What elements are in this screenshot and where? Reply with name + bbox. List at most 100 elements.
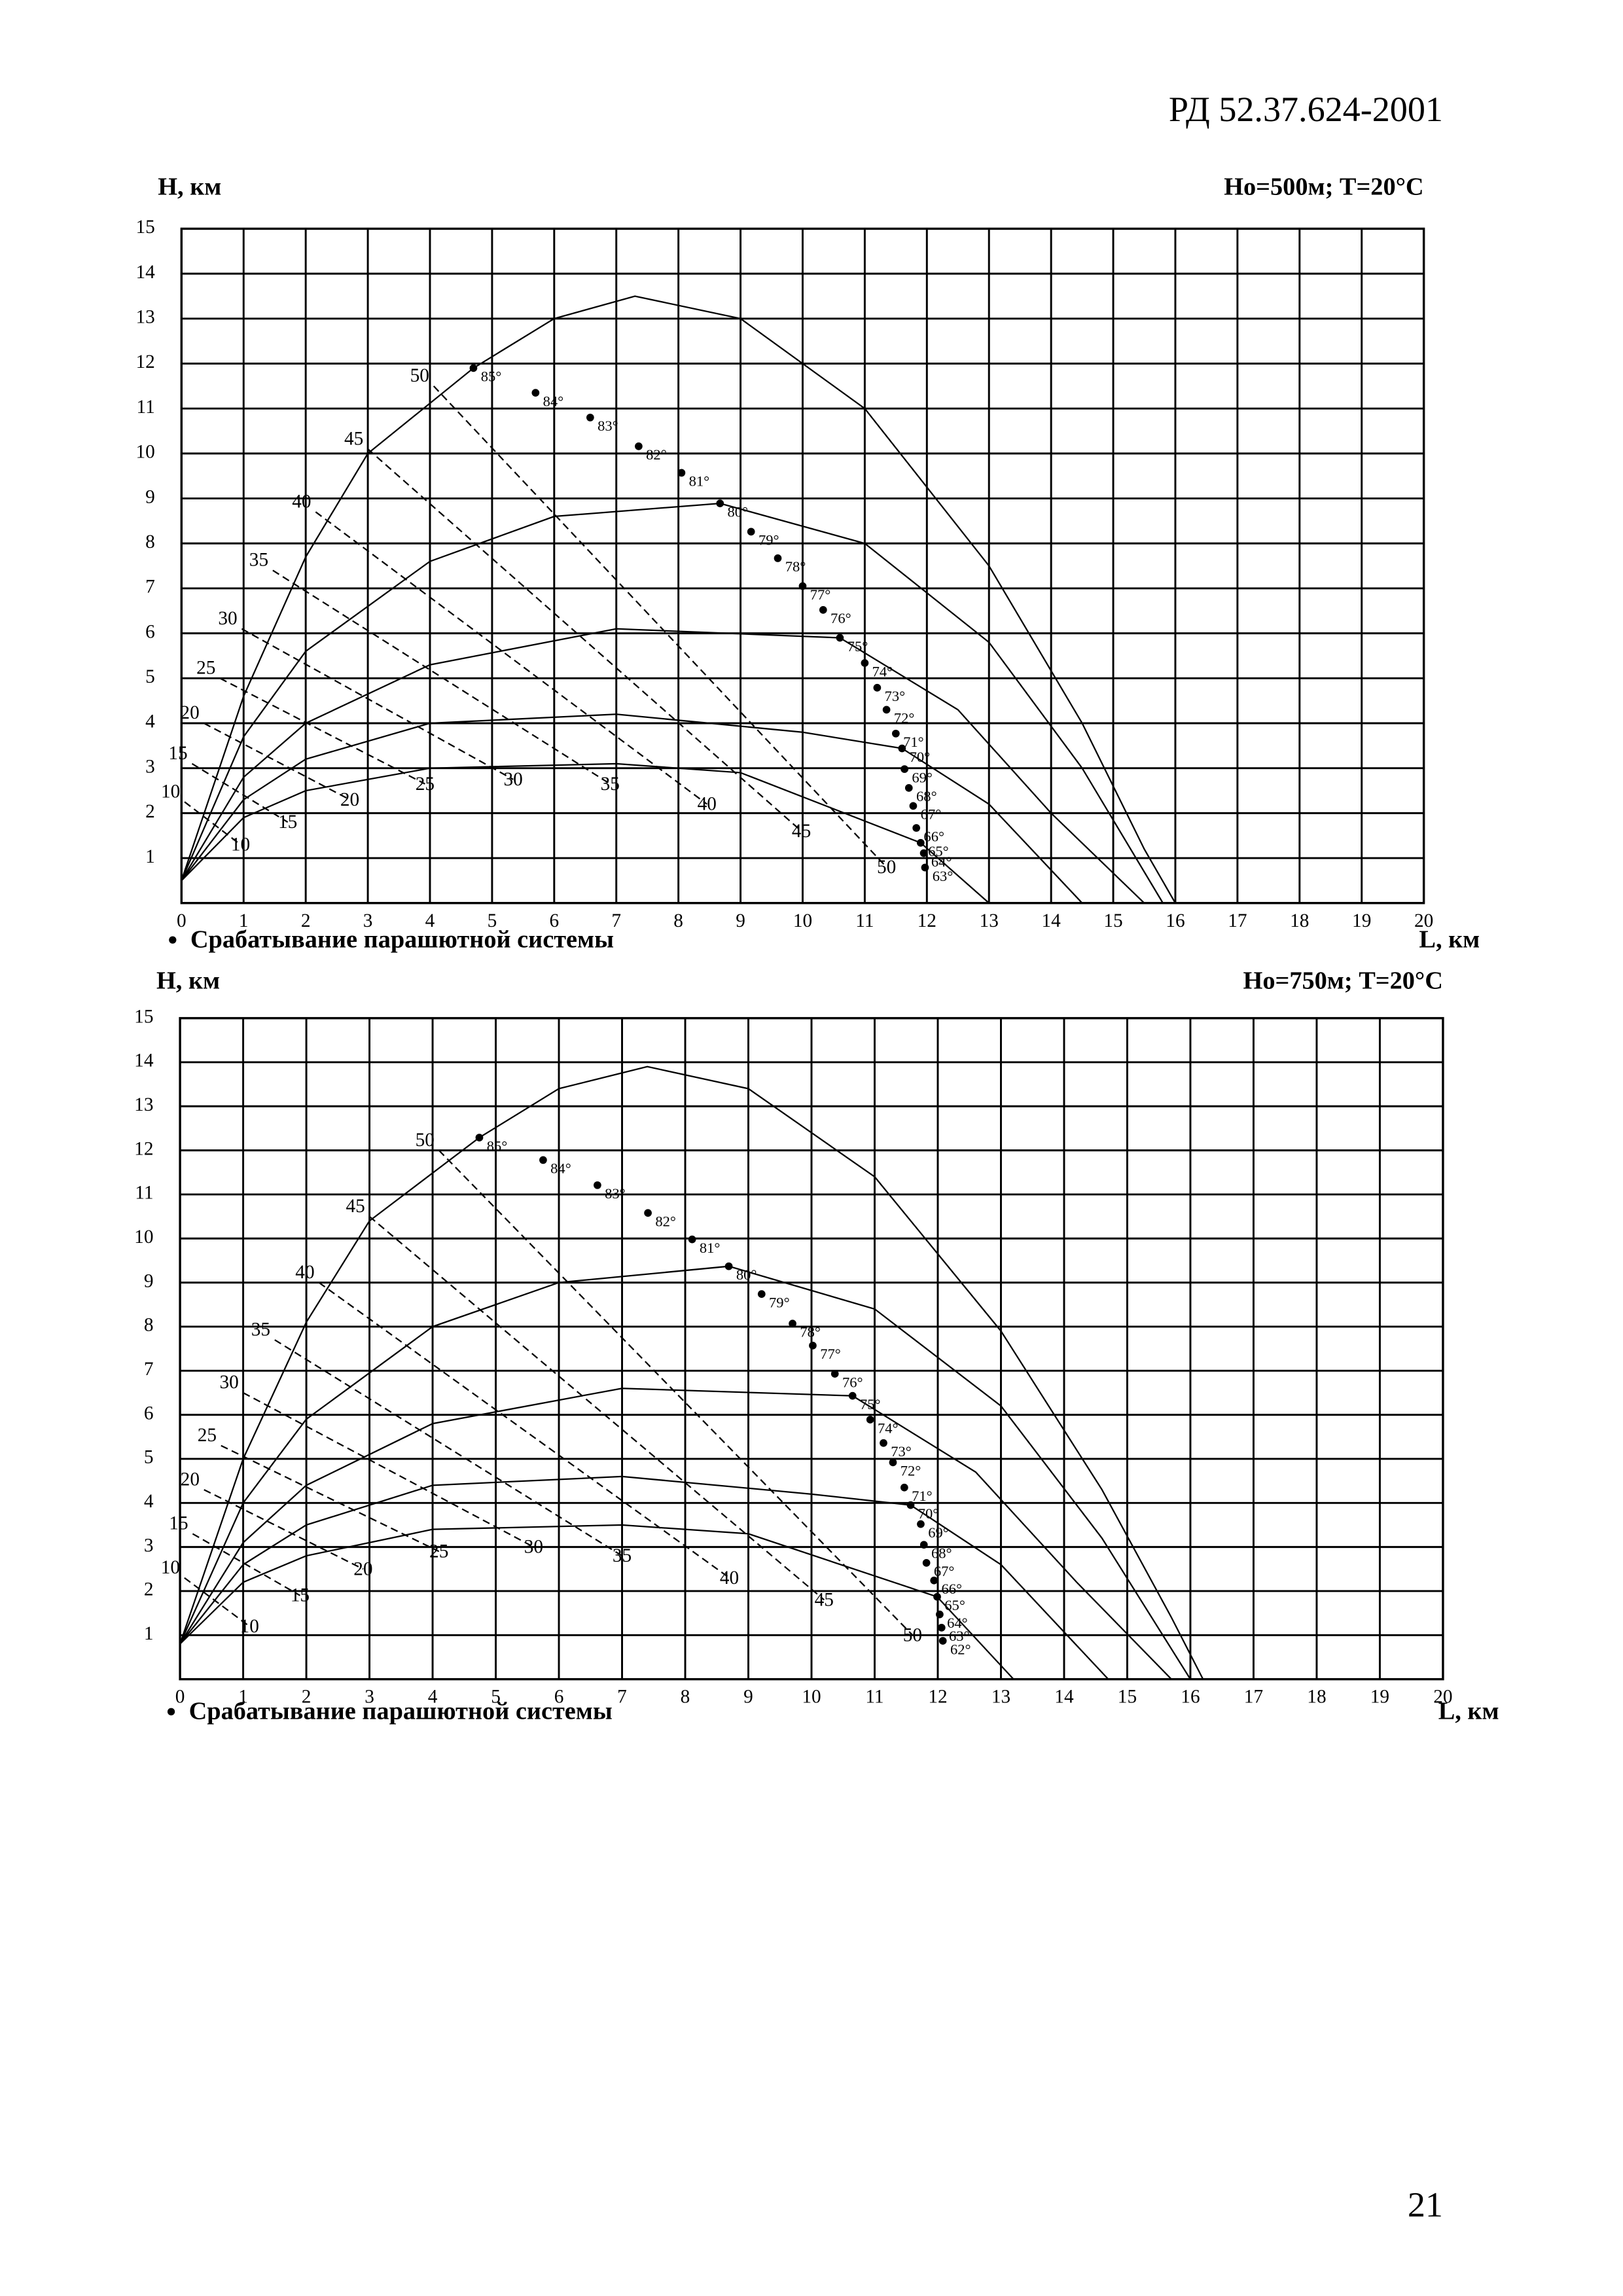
deployment-point [866,1416,874,1424]
isochrone-label: 40 [720,1568,739,1588]
deployment-point [819,606,827,614]
isochrone-line [204,1489,364,1570]
isochrone-label: 25 [198,1425,217,1446]
isochrone-label: 15 [168,743,187,764]
isochrone-line [192,1533,300,1596]
isochrone-label: 40 [698,794,717,815]
trajectory-line [181,762,990,904]
legend-text: Срабатывание парашютной системы [189,1697,613,1725]
deployment-point [901,765,908,773]
deployment-point [936,1610,944,1619]
x-axis-label: L, км [1438,1697,1499,1725]
y-tick-label: 1 [145,846,155,867]
isochrone-line [318,1282,730,1579]
isochrone-label: 30 [220,1372,239,1393]
x-tick-label: 10 [802,1687,821,1708]
x-tick-label: 5 [491,1687,501,1708]
x-tick-label: 3 [365,1687,374,1708]
angle-label: 70° [910,749,931,765]
isochrone-line [241,628,514,780]
deployment-point [873,683,882,692]
deployment-point [848,1391,857,1400]
deployment-point [688,1235,696,1244]
deployment-point [861,659,869,667]
x-axis-label: L, км [1419,925,1480,953]
angle-label: 72° [894,710,915,726]
angle-label: 68° [916,788,937,804]
page-number: 21 [1408,2185,1443,2224]
angle-label: 73° [885,688,906,704]
x-tick-label: 19 [1370,1687,1389,1708]
isochrone-label: 35 [613,1545,632,1566]
angle-label: 82° [655,1213,676,1230]
angle-label: 84° [543,393,564,409]
angle-label: 77° [820,1346,841,1362]
deployment-point [724,1262,733,1270]
deployment-point [586,414,594,422]
legend-marker [167,1708,175,1715]
y-tick-label: 14 [135,262,155,283]
isochrone-label: 25 [196,658,215,679]
angle-label: 66° [923,828,944,844]
isochrone-label: 50 [416,1130,435,1151]
y-tick-label: 7 [145,577,155,598]
isochrone-label: 20 [181,1469,200,1490]
y-tick-label: 15 [135,217,154,238]
isochrone-label: 30 [218,608,237,629]
x-tick-label: 4 [425,910,435,931]
x-tick-label: 16 [1181,1687,1200,1708]
chart: H, км Ho=750м; T=20°C L, км Срабатывание па… [134,967,1499,1725]
isochrone-line [191,762,289,823]
x-tick-label: 19 [1352,910,1371,931]
document-code: РД 52.37.624-2001 [1169,90,1443,129]
angle-label: 77° [810,586,831,603]
y-tick-label: 5 [144,1447,154,1468]
isochrone-label: 20 [353,1558,372,1579]
y-tick-label: 6 [144,1403,154,1424]
deployment-point [906,1501,915,1509]
isochrone-label: 10 [231,834,250,855]
isochrone-label: 50 [877,857,896,878]
x-tick-label: 6 [554,1687,564,1708]
angle-label: 79° [769,1294,790,1310]
y-tick-label: 15 [134,1006,153,1027]
angle-label: 85° [487,1138,508,1154]
isochrone-label: 20 [340,789,359,810]
angle-label: 81° [689,473,710,490]
trajectory-line [181,713,1083,904]
y-tick-label: 1 [144,1623,154,1644]
isochrone-label: 30 [504,769,523,790]
chart: H, км Ho=500м; T=20°C L, км Срабатывание па… [135,173,1480,954]
y-tick-label: 4 [145,711,155,732]
deployment-point [789,1319,796,1328]
deployment-point [539,1156,547,1164]
x-tick-label: 17 [1244,1687,1263,1708]
angle-label: 64° [947,1615,968,1631]
angle-label: 74° [878,1420,899,1436]
isochrone-label: 15 [169,1513,188,1534]
trajectory-line [181,295,1176,904]
x-tick-label: 1 [239,910,249,931]
deployment-point [909,802,918,810]
isochrone-label: 35 [249,550,268,571]
x-tick-label: 17 [1228,910,1247,931]
deployment-point [880,1439,887,1447]
x-tick-label: 3 [363,910,373,931]
x-tick-label: 20 [1433,1687,1452,1708]
x-tick-label: 14 [1054,1687,1074,1708]
isochrone-line [184,1577,250,1627]
angle-label: 80° [728,503,749,520]
isochrone-line [433,386,887,868]
isochrone-label: 40 [292,491,311,512]
x-tick-label: 11 [855,910,874,931]
isochrone-label: 10 [240,1616,259,1637]
angle-label: 62° [950,1641,971,1657]
angle-label: 83° [597,418,618,434]
x-tick-label: 2 [301,910,311,931]
angle-label: 74° [872,663,893,679]
x-tick-label: 15 [1118,1687,1137,1708]
y-tick-label: 4 [144,1491,154,1512]
deployment-point [898,744,906,753]
y-tick-label: 3 [144,1535,154,1556]
